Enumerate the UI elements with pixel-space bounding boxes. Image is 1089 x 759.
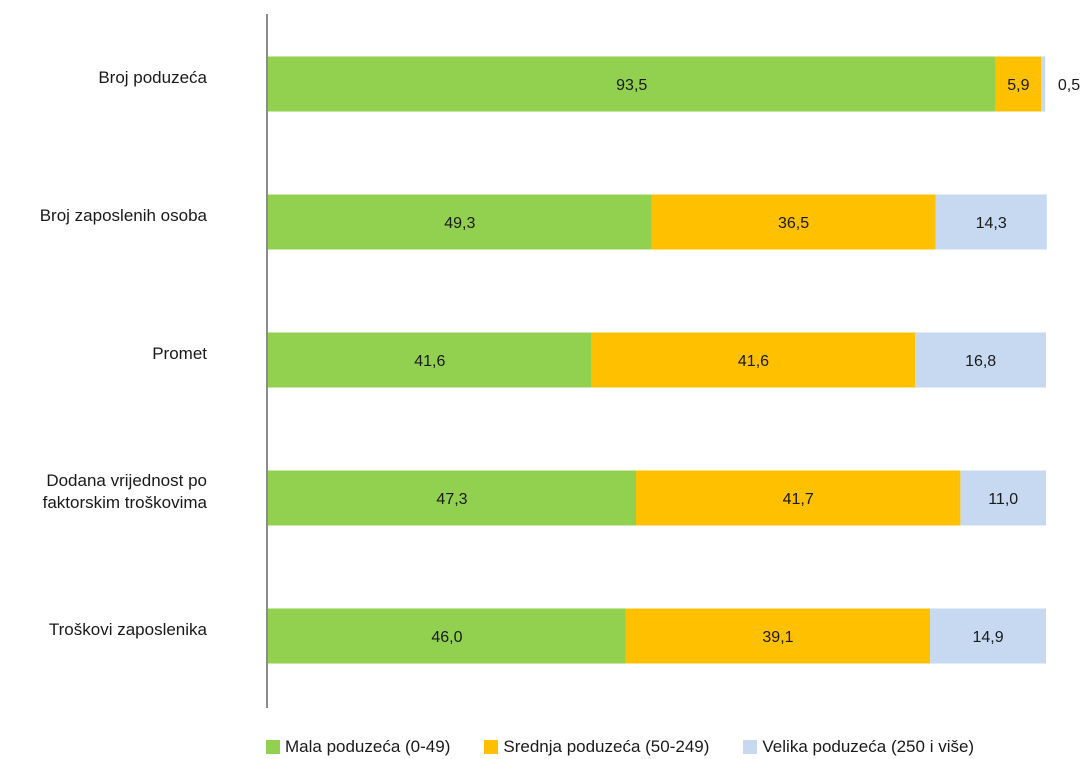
category-label-line: Promet (152, 344, 207, 363)
data-label-small-4: 47,3 (436, 491, 467, 508)
category-label-2: Broj zaposlenih osoba (40, 205, 207, 227)
bar-segment-small-4 (268, 470, 636, 526)
data-label-medium-2: 36,5 (778, 215, 809, 232)
bar-segment-large-4 (960, 470, 1046, 526)
category-label-5: Troškovi zaposlenika (49, 619, 207, 641)
data-label-medium-4: 41,7 (783, 491, 814, 508)
bar-segment-medium-3 (591, 332, 916, 388)
category-label-line: faktorskim troškovima (42, 493, 207, 512)
bar-segment-large-1 (1041, 56, 1046, 112)
data-label-large-1: 0,5 (1058, 77, 1080, 94)
legend: Mala poduzeća (0-49) Srednja poduzeća (5… (266, 736, 974, 758)
data-label-small-1: 93,5 (616, 77, 647, 94)
bar-segment-large-5 (930, 608, 1046, 664)
legend-swatch-large (743, 740, 758, 754)
legend-item-large: Velika poduzeća (250 i više) (743, 737, 974, 757)
category-label-4: Dodana vrijednost po faktorskim troškovim… (43, 470, 207, 514)
category-label-line: Dodana vrijednost po (46, 471, 207, 490)
legend-label-large: Velika poduzeća (250 i više) (762, 737, 975, 756)
legend-label-small: Mala poduzeća (0-49) (285, 737, 451, 756)
bar-segment-medium-4 (635, 470, 961, 526)
stacked-bar-chart: 93,5 5,9 0,5 49,3 36,5 14,3 41,6 41,6 16,8 47,3 41… (266, 14, 1080, 708)
data-label-medium-5: 39,1 (762, 629, 793, 646)
legend-swatch-small (266, 740, 280, 754)
bar-segment-small-2 (268, 194, 652, 250)
bar-segment-medium-2 (651, 194, 936, 250)
bar-segment-small-5 (268, 608, 626, 664)
category-label-line: Troškovi zaposlenika (48, 620, 207, 639)
data-label-large-3: 16,8 (965, 353, 996, 370)
data-label-medium-1: 5,9 (1007, 77, 1029, 94)
category-label-line: Broj zaposlenih osoba (39, 206, 207, 225)
legend-item-medium: Srednja poduzeća (50-249) (484, 737, 709, 757)
legend-swatch-medium (484, 740, 499, 754)
bar-segment-small-1 (268, 56, 996, 112)
bar-segment-medium-5 (625, 608, 931, 664)
data-label-small-2: 49,3 (444, 215, 475, 232)
bar-segment-large-3 (915, 332, 1046, 388)
legend-label-medium: Srednja poduzeća (50-249) (503, 737, 710, 756)
category-label-1: Broj poduzeća (98, 67, 207, 89)
legend-item-small: Mala poduzeća (0-49) (266, 737, 450, 757)
data-label-small-5: 46,0 (431, 629, 462, 646)
bar-segment-small-3 (268, 332, 592, 388)
category-label-line: Broj poduzeća (98, 68, 207, 87)
data-label-small-3: 41,6 (414, 353, 445, 370)
data-label-large-4: 11,0 (988, 491, 1018, 508)
data-label-large-5: 14,9 (972, 629, 1003, 646)
bar-segment-medium-1 (995, 56, 1042, 112)
bars-group: 93,5 5,9 0,5 49,3 36,5 14,3 41,6 41,6 16,8 47,3 41… (268, 56, 1080, 664)
bar-segment-large-2 (935, 194, 1047, 250)
data-label-large-2: 14,3 (976, 215, 1007, 232)
category-label-3: Promet (152, 343, 207, 365)
data-label-medium-3: 41,6 (738, 353, 769, 370)
